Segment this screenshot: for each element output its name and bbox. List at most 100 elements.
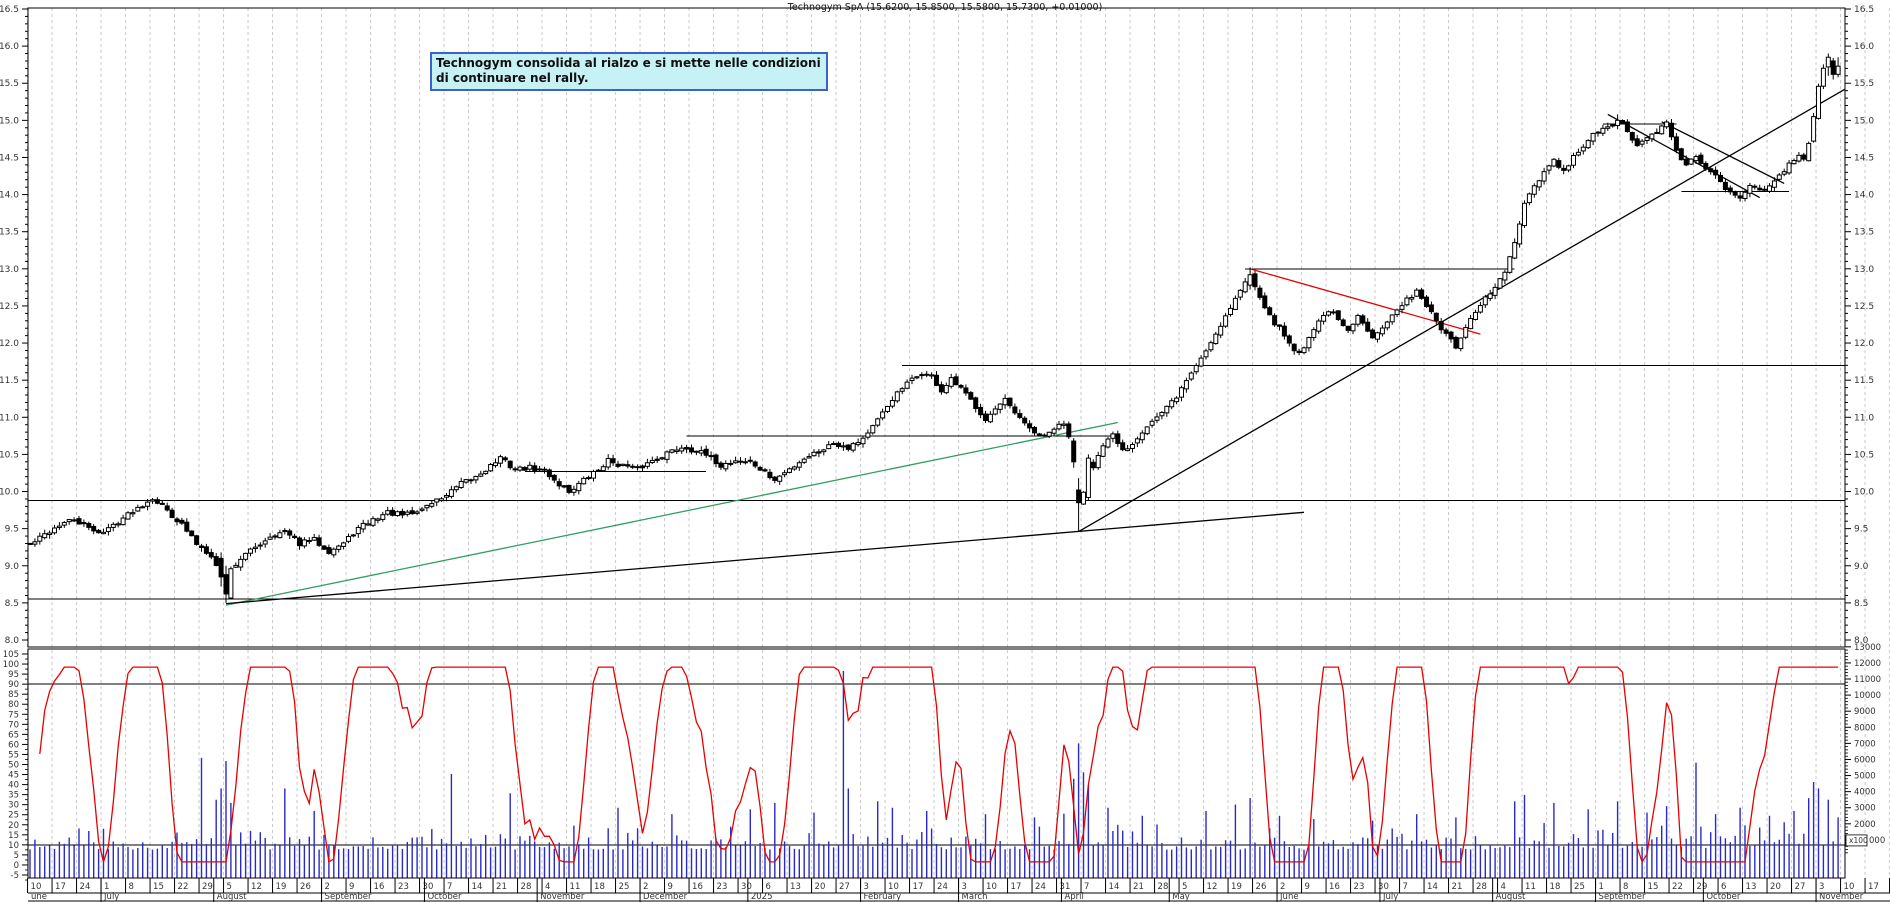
svg-text:30: 30 [741,882,752,892]
svg-text:24: 24 [1035,882,1046,892]
svg-text:8: 8 [1623,882,1628,892]
svg-text:14.5: 14.5 [0,153,19,163]
annotation-line2: di continuare nel rally. [436,71,589,85]
svg-text:February: February [864,892,902,902]
svg-text:30: 30 [1378,882,1389,892]
svg-text:8.0: 8.0 [1854,636,1869,646]
svg-text:March: March [962,892,988,902]
svg-text:12: 12 [251,882,262,892]
svg-text:13000: 13000 [1854,643,1881,653]
svg-text:13.5: 13.5 [1854,228,1874,238]
svg-text:2000: 2000 [1854,820,1876,830]
svg-text:4: 4 [545,882,550,892]
svg-text:75: 75 [8,710,19,720]
svg-text:7: 7 [1084,882,1089,892]
svg-text:14: 14 [1427,882,1438,892]
svg-text:16: 16 [692,882,703,892]
svg-text:85: 85 [8,690,19,700]
svg-text:29: 29 [202,882,213,892]
svg-text:11000: 11000 [1854,675,1881,685]
svg-text:90: 90 [8,680,19,690]
svg-text:12.0: 12.0 [1854,339,1874,349]
svg-text:20: 20 [1770,882,1781,892]
svg-text:16.5: 16.5 [0,5,19,15]
svg-text:28: 28 [1158,882,1169,892]
svg-text:25: 25 [8,811,19,821]
svg-text:November: November [540,892,585,902]
svg-text:12: 12 [1207,882,1218,892]
svg-text:22: 22 [178,882,189,892]
svg-text:20: 20 [815,882,826,892]
svg-text:17: 17 [55,882,66,892]
svg-text:21: 21 [496,882,507,892]
svg-text:12.0: 12.0 [0,339,19,349]
svg-text:95: 95 [8,670,19,680]
svg-text:6000: 6000 [1854,755,1876,765]
svg-text:10: 10 [888,882,899,892]
svg-text:11.5: 11.5 [1854,376,1874,386]
svg-text:11.0: 11.0 [0,413,19,423]
svg-text:35: 35 [8,791,19,801]
svg-text:31: 31 [1060,882,1071,892]
svg-text:27: 27 [839,882,850,892]
svg-text:13: 13 [790,882,801,892]
svg-text:7: 7 [1403,882,1408,892]
svg-text:August: August [217,892,247,902]
chart-title: Technogym SpA (15.6200, 15.8500, 15.5800… [787,2,1103,13]
svg-text:November: November [1819,892,1864,902]
svg-text:14.0: 14.0 [0,191,19,201]
svg-text:10000: 10000 [1854,691,1881,701]
svg-text:11: 11 [570,882,581,892]
svg-text:23: 23 [398,882,409,892]
descending-line-b [1661,121,1785,185]
svg-text:2: 2 [643,882,648,892]
svg-text:7: 7 [447,882,452,892]
svg-text:3: 3 [962,882,967,892]
svg-text:100: 100 [3,660,19,670]
svg-text:1: 1 [104,882,109,892]
svg-text:22: 22 [1672,882,1683,892]
svg-text:6: 6 [766,882,771,892]
svg-text:55: 55 [8,750,19,760]
svg-text:5000: 5000 [1854,772,1876,782]
svg-text:25: 25 [619,882,630,892]
svg-text:9: 9 [668,882,673,892]
svg-text:26: 26 [1256,882,1267,892]
svg-text:October: October [1706,892,1741,902]
svg-text:14.5: 14.5 [1854,153,1874,163]
svg-text:June: June [1279,892,1299,902]
svg-text:9: 9 [1305,882,1310,892]
svg-text:10: 10 [31,882,42,892]
svg-text:8.0: 8.0 [5,636,20,646]
annotation-note: Technogym consolida al rialzo e si mette… [430,52,828,91]
svg-text:-5: -5 [11,871,19,881]
shallow-fan-line [225,511,1305,605]
svg-text:8000: 8000 [1854,723,1876,733]
svg-text:October: October [427,892,462,902]
svg-text:17: 17 [1011,882,1022,892]
oscillator-line [39,666,1839,865]
svg-text:30: 30 [8,801,19,811]
svg-text:10: 10 [986,882,997,892]
svg-text:000: 000 [1869,836,1885,846]
svg-text:April: April [1064,892,1083,902]
svg-text:10.0: 10.0 [0,488,19,498]
svg-text:12000: 12000 [1854,659,1881,669]
svg-text:2025: 2025 [751,892,773,902]
svg-text:July: July [103,892,119,902]
svg-text:August: August [1496,892,1526,902]
svg-text:105: 105 [3,650,19,660]
svg-text:12.5: 12.5 [0,302,19,312]
svg-text:23: 23 [717,882,728,892]
main-uptrend-line [1078,88,1846,533]
annotation-line1: Technogym consolida al rialzo e si mette… [436,56,821,70]
svg-text:16: 16 [374,882,385,892]
svg-text:5: 5 [1182,882,1187,892]
svg-text:10: 10 [8,841,19,851]
svg-text:2: 2 [1280,882,1285,892]
svg-text:15: 15 [8,831,19,841]
svg-text:15.5: 15.5 [1854,79,1874,89]
svg-text:9.0: 9.0 [5,562,20,572]
svg-text:28: 28 [521,882,532,892]
